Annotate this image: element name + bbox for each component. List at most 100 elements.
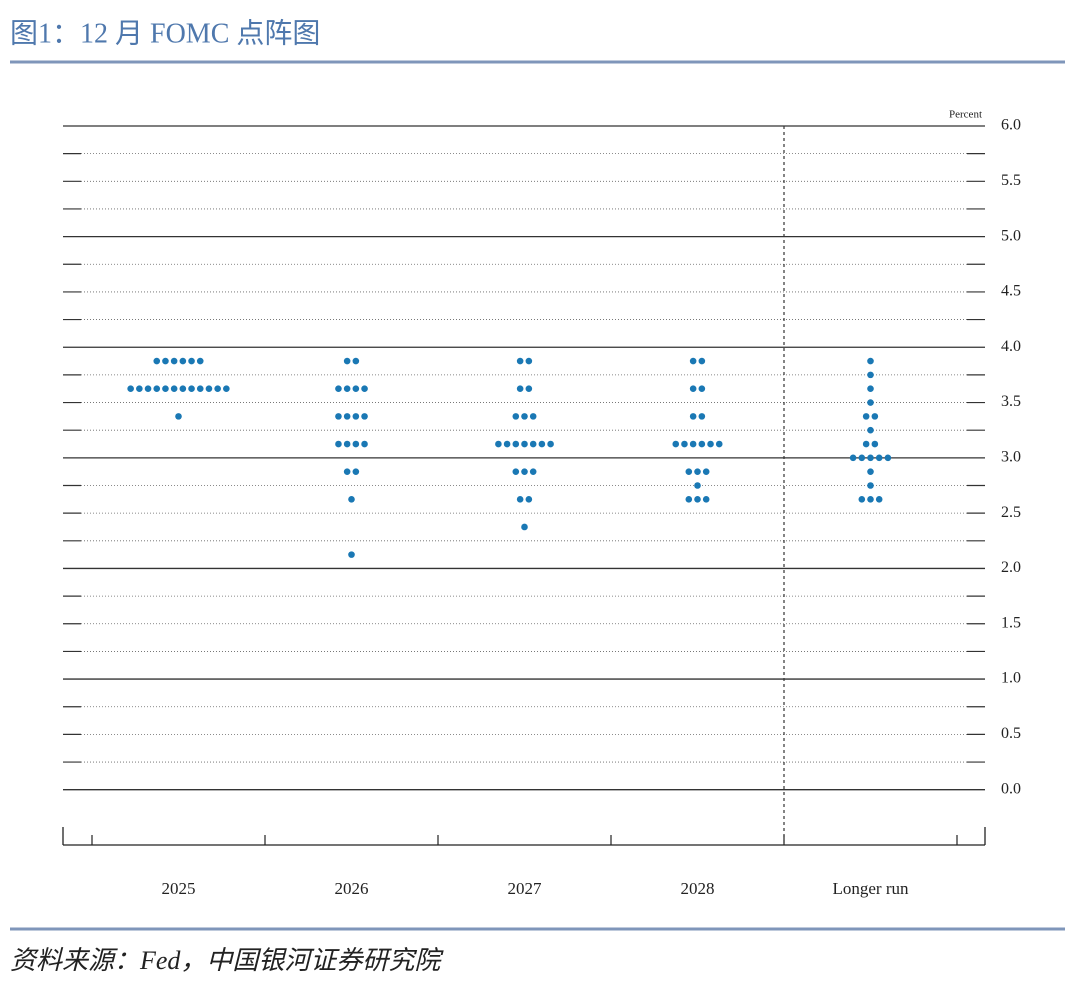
dot: [196, 385, 204, 393]
dot: [698, 440, 706, 448]
dot: [689, 385, 697, 393]
dot: [179, 357, 187, 365]
dot: [689, 413, 697, 420]
dot: [867, 426, 874, 434]
dot: [361, 440, 368, 448]
dot: [871, 413, 879, 420]
dot: [538, 440, 546, 448]
dot: [162, 385, 169, 393]
dot: [516, 496, 524, 503]
dot: [343, 357, 351, 365]
dot: [689, 357, 697, 365]
dot: [343, 413, 351, 420]
dot: [698, 413, 706, 420]
dot: [512, 413, 520, 420]
dot: [175, 413, 182, 420]
dot: [694, 496, 701, 503]
dot: [521, 523, 528, 531]
dot: [521, 468, 528, 475]
dot: [862, 413, 870, 420]
dot: [348, 496, 355, 503]
dot: [153, 385, 161, 393]
dot: [858, 496, 866, 503]
dot: [361, 413, 368, 420]
dot: [352, 440, 360, 448]
dot: [179, 385, 187, 393]
dot: [547, 440, 554, 448]
y-tick-label: 1.5: [1001, 614, 1021, 631]
dot: [867, 399, 874, 406]
y-tick-label: 0.5: [1001, 725, 1021, 742]
dot: [689, 440, 697, 448]
dot: [681, 440, 688, 448]
y-tick-label: 2.5: [1001, 504, 1021, 521]
dot: [516, 357, 524, 365]
y-tick-label: 5.0: [1001, 227, 1021, 244]
y-tick-label: 2.0: [1001, 559, 1021, 576]
dot: [512, 468, 520, 475]
dot: [867, 468, 874, 475]
dot: [707, 440, 714, 448]
dot: [871, 440, 879, 448]
y-tick-label: 3.0: [1001, 449, 1021, 466]
dot: [170, 385, 178, 393]
y-tick-label: 6.0: [1001, 117, 1021, 134]
y-tick-label: 4.0: [1001, 338, 1021, 355]
dot: [529, 413, 537, 420]
page-title: 图1：12 月 FOMC 点阵图: [10, 17, 320, 49]
dot: [335, 440, 342, 448]
y-tick-label: 3.5: [1001, 393, 1021, 410]
dot: [849, 454, 857, 462]
dot: [196, 357, 204, 365]
x-tick-label: 2028: [681, 879, 715, 898]
dot: [858, 454, 866, 462]
dot: [867, 482, 874, 489]
dot: [525, 357, 533, 365]
dot: [702, 468, 710, 475]
source: 资料来源：Fed，中国银河证券研究院: [10, 946, 444, 975]
dot: [516, 385, 524, 393]
dot: [188, 385, 195, 393]
x-tick-label: 2027: [508, 879, 543, 898]
dot: [343, 440, 351, 448]
dot: [214, 385, 221, 393]
x-tick-label: 2026: [335, 879, 369, 898]
dot: [335, 385, 342, 393]
dot: [862, 440, 870, 448]
dot: [875, 496, 883, 503]
dot: [343, 385, 351, 393]
dot: [884, 454, 892, 462]
y-unit-label: Percent: [949, 109, 982, 121]
dot: [529, 440, 537, 448]
dot: [521, 413, 528, 420]
dot: [521, 440, 528, 448]
dot: [529, 468, 537, 475]
dot: [503, 440, 511, 448]
dot: [867, 357, 874, 365]
dot: [685, 468, 693, 475]
dot: [685, 496, 693, 503]
dot: [495, 440, 502, 448]
dot: [144, 385, 152, 393]
dot: [694, 468, 701, 475]
dot: [867, 371, 874, 379]
dot: [188, 357, 195, 365]
dot: [343, 468, 351, 475]
dot: [162, 357, 169, 365]
y-tick-label: 0.0: [1001, 780, 1021, 797]
dot: [694, 482, 701, 489]
x-tick-label: Longer run: [832, 879, 909, 898]
dot: [352, 413, 360, 420]
dot: [702, 496, 710, 503]
y-tick-label: 4.5: [1001, 283, 1021, 300]
dot: [512, 440, 520, 448]
dot: [223, 385, 230, 393]
dot: [352, 468, 360, 475]
y-tick-label: 5.5: [1001, 172, 1021, 189]
dot: [875, 454, 883, 462]
dot: [127, 385, 134, 393]
dot: [335, 413, 342, 420]
x-tick-label: 2025: [162, 879, 196, 898]
dot: [715, 440, 723, 448]
